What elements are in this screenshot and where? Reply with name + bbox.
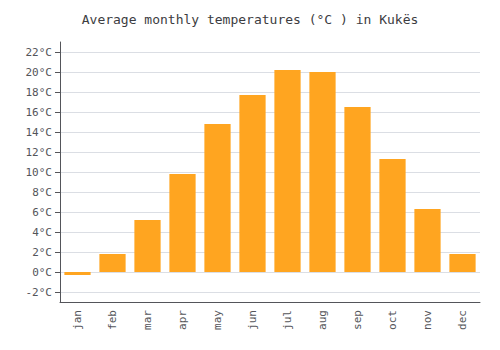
svg-text:16°C: 16°C — [26, 106, 53, 119]
svg-text:mar: mar — [141, 310, 154, 330]
svg-text:jan: jan — [71, 310, 84, 330]
svg-text:Average monthly temperatures (: Average monthly temperatures (°C ) in Ku… — [82, 12, 419, 27]
svg-text:6°C: 6°C — [32, 206, 52, 219]
svg-text:nov: nov — [421, 310, 434, 330]
svg-text:20°C: 20°C — [26, 66, 53, 79]
svg-text:18°C: 18°C — [26, 86, 53, 99]
svg-text:feb: feb — [106, 310, 119, 330]
svg-text:8°C: 8°C — [32, 186, 52, 199]
svg-text:sep: sep — [351, 310, 364, 330]
svg-text:2°C: 2°C — [32, 246, 52, 259]
svg-text:dec: dec — [456, 310, 469, 330]
svg-text:aug: aug — [316, 310, 329, 330]
svg-text:jul: jul — [281, 310, 294, 330]
svg-text:apr: apr — [176, 310, 189, 330]
svg-text:10°C: 10°C — [26, 166, 53, 179]
svg-text:22°C: 22°C — [26, 46, 53, 59]
svg-text:12°C: 12°C — [26, 146, 53, 159]
svg-text:-2°C: -2°C — [26, 286, 53, 299]
svg-text:jun: jun — [246, 310, 259, 330]
svg-text:14°C: 14°C — [26, 126, 53, 139]
svg-text:4°C: 4°C — [32, 226, 52, 239]
svg-text:may: may — [211, 310, 224, 330]
svg-text:oct: oct — [386, 310, 399, 330]
svg-text:0°C: 0°C — [32, 266, 52, 279]
